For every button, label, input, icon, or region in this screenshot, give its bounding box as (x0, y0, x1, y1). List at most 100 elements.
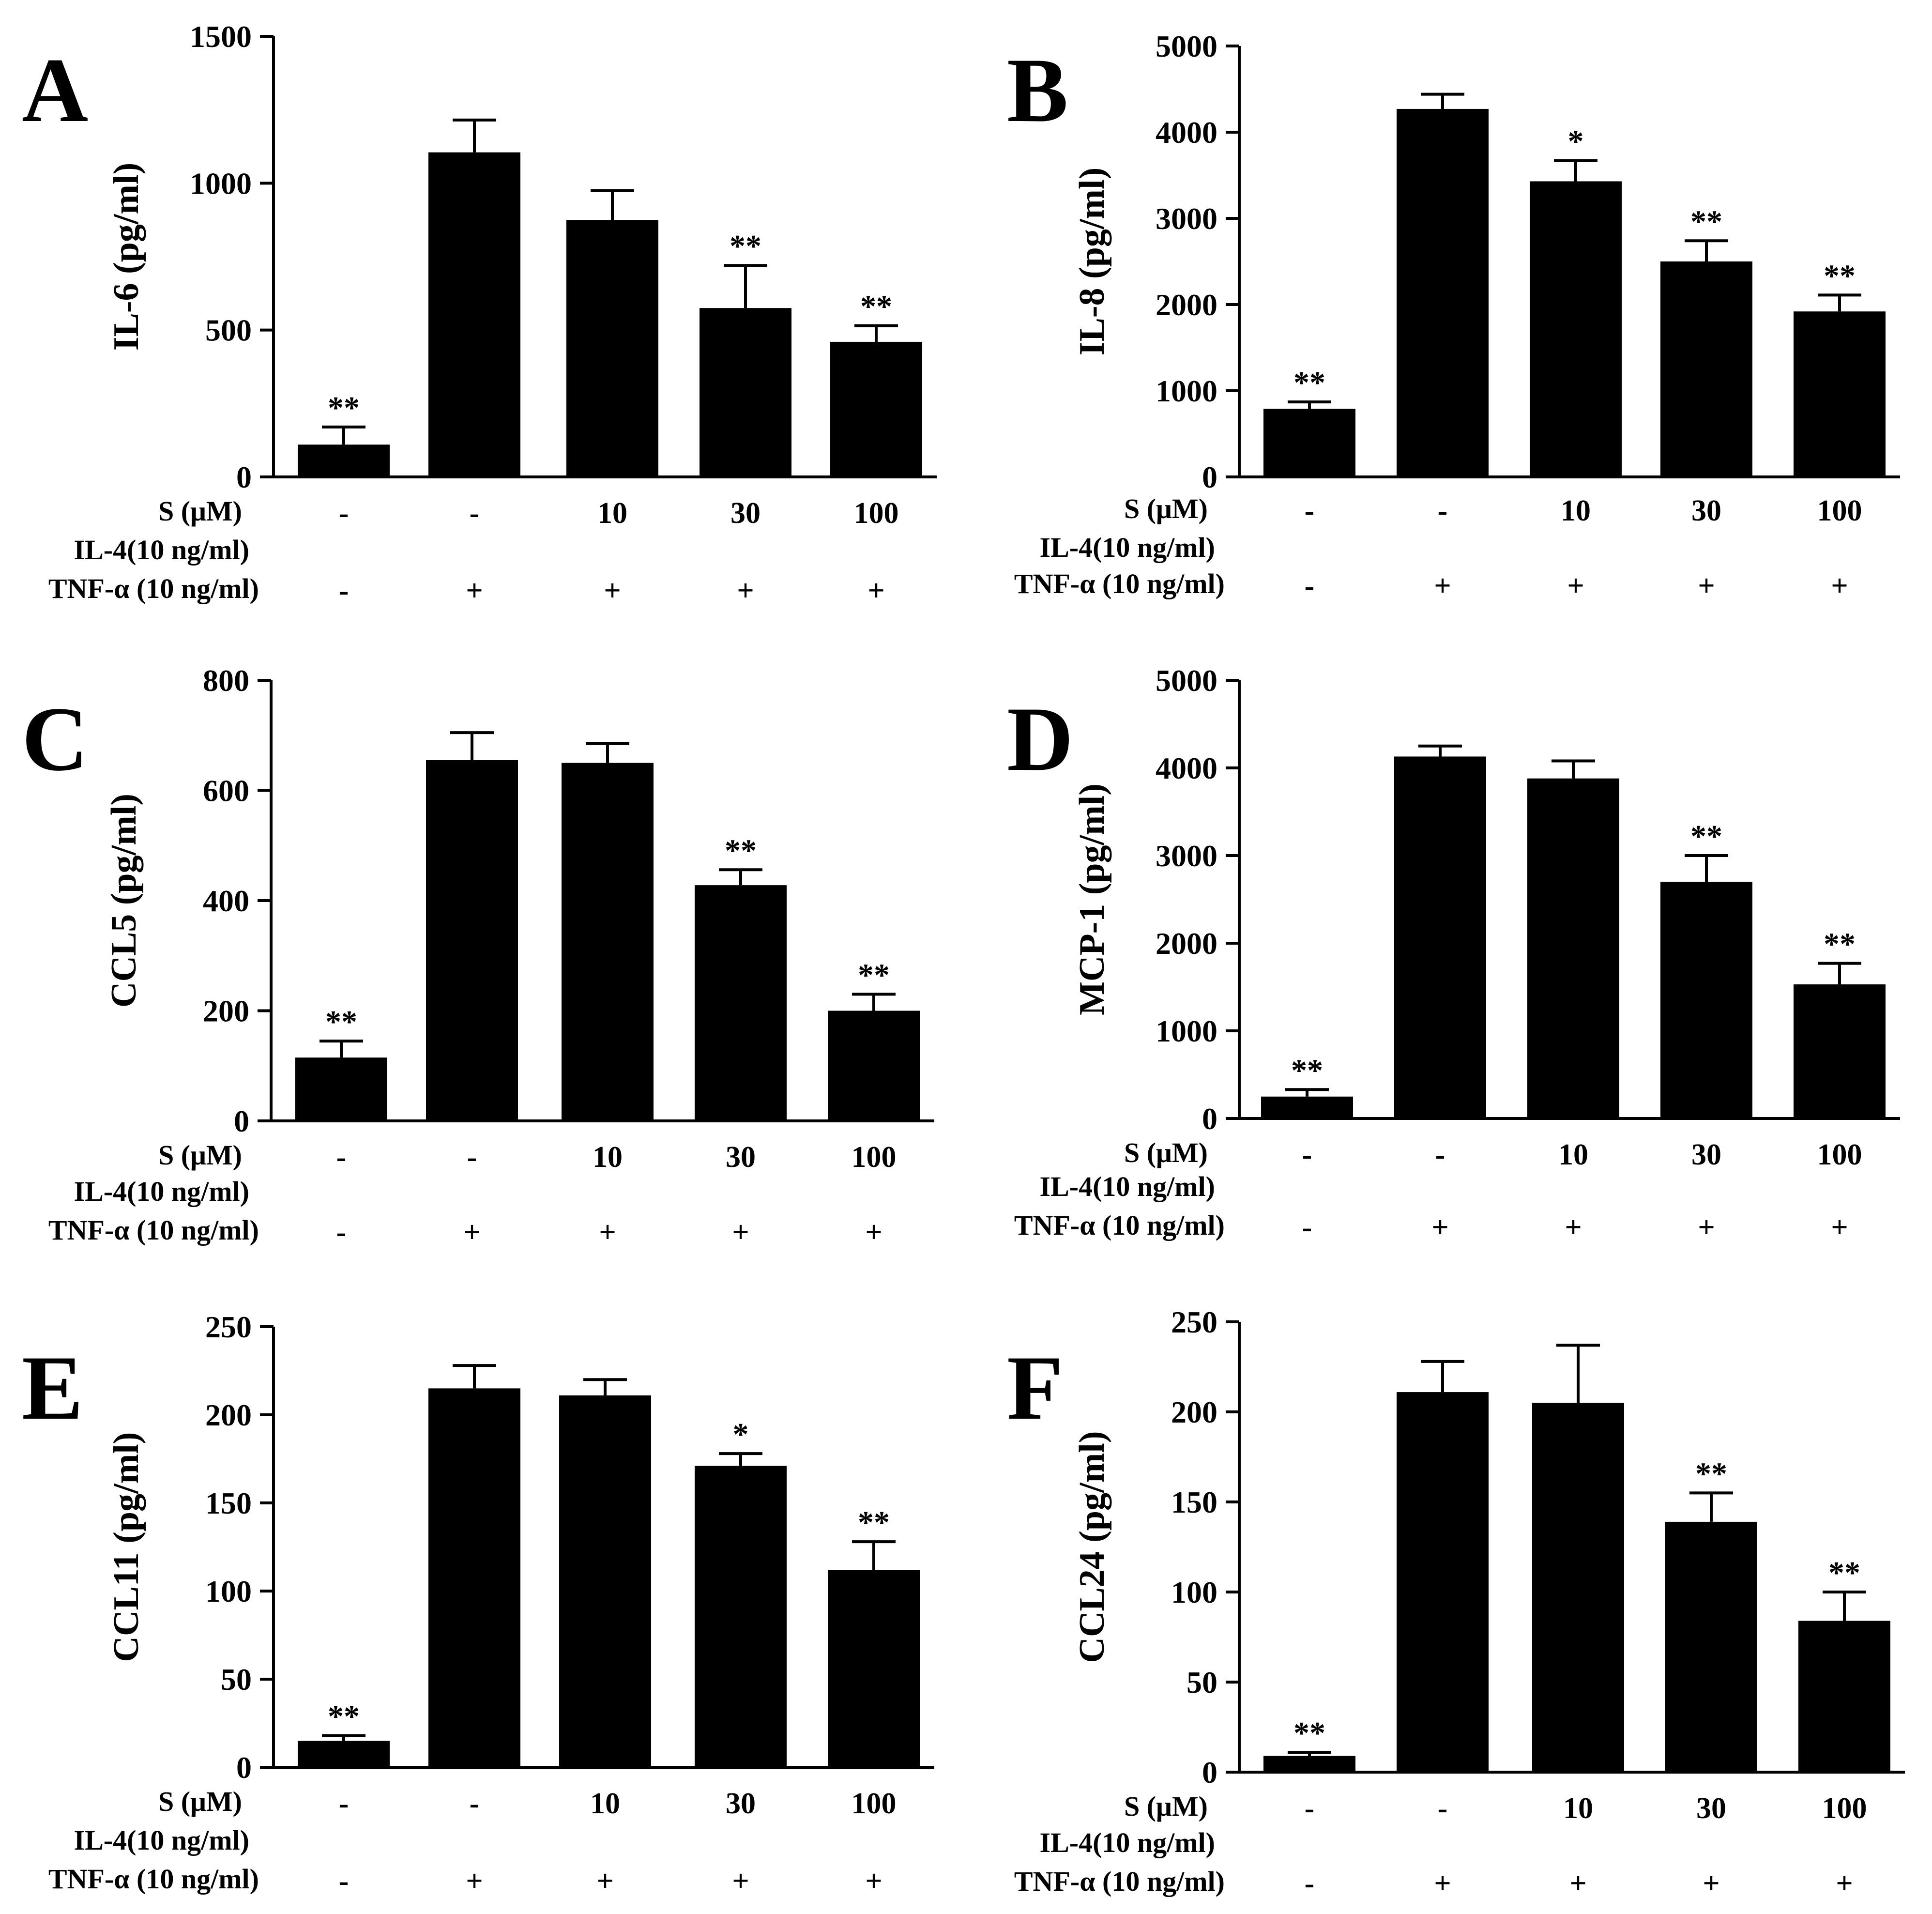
significance-mark: ** (1824, 258, 1856, 293)
s-row-label: S (μM) (1124, 1137, 1208, 1168)
bar (566, 220, 658, 477)
tnf-treatment-label: + (1565, 1211, 1582, 1244)
y-tick-label: 4000 (1156, 751, 1217, 785)
y-tick-label: 150 (1171, 1485, 1217, 1519)
y-tick-label: 400 (203, 884, 249, 918)
s-concentration-label: 10 (597, 497, 627, 530)
s-row-label: S (μM) (158, 1139, 242, 1171)
tnf-row-label: TNF-α (10 ng/ml) (1014, 1866, 1225, 1897)
y-tick-label: 0 (234, 1104, 249, 1138)
tnf-treatment-label: + (865, 1865, 882, 1898)
tnf-treatment-label: + (466, 1865, 483, 1898)
s-concentration-label: 100 (852, 1787, 897, 1820)
chart-panel-d: D 0 1000 2000 3000 4000 5000 MCP-1 (pg/ml) ** - - -… (1007, 663, 1900, 1244)
bar (1794, 984, 1886, 1118)
y-tick-label: 500 (205, 313, 252, 348)
bar (1263, 409, 1355, 477)
s-concentration-label: - (1305, 1792, 1315, 1825)
s-concentration-label: - (470, 1787, 480, 1820)
bar (1660, 882, 1752, 1118)
s-concentration-label: - (1435, 1138, 1445, 1171)
y-tick-label: 100 (1171, 1575, 1217, 1609)
y-tick-label: 0 (236, 1750, 252, 1785)
y-tick-label: 50 (221, 1662, 252, 1697)
bar (426, 760, 518, 1121)
y-axis-title: IL-8 (pg/ml) (1072, 168, 1112, 356)
il4-row-label: IL-4(10 ng/ml) (74, 1176, 250, 1207)
il4-row-label: IL-4(10 ng/ml) (1040, 1171, 1216, 1202)
tnf-treatment-label: + (1831, 569, 1848, 602)
significance-mark: ** (1695, 1456, 1727, 1491)
tnf-treatment-label: + (1434, 569, 1451, 602)
significance-mark: ** (1690, 204, 1722, 239)
tnf-treatment-label: - (1302, 1211, 1312, 1244)
panel-letter: E (22, 1337, 83, 1439)
y-axis-title: CCL5 (pg/ml) (104, 794, 144, 1008)
y-tick-label: 5000 (1156, 663, 1217, 698)
bar (1794, 311, 1886, 477)
tnf-treatment-label: + (1434, 1867, 1451, 1900)
tnf-treatment-label: + (1698, 1211, 1715, 1244)
y-tick-label: 200 (203, 994, 249, 1028)
tnf-row-label: TNF-α (10 ng/ml) (1014, 568, 1225, 599)
s-concentration-label: - (467, 1141, 477, 1174)
s-concentration-label: 100 (1817, 494, 1862, 527)
y-tick-label: 0 (236, 460, 252, 494)
tnf-treatment-label: + (463, 1216, 480, 1249)
s-concentration-label: 100 (1817, 1138, 1862, 1171)
tnf-treatment-label: + (604, 574, 621, 607)
y-tick-label: 600 (203, 774, 249, 808)
y-tick-label: 4000 (1156, 115, 1217, 150)
y-tick-label: 3000 (1156, 201, 1217, 236)
s-concentration-label: 100 (1822, 1792, 1867, 1825)
bar (830, 341, 922, 477)
tnf-treatment-label: + (737, 574, 754, 607)
y-tick-label: 0 (1202, 460, 1217, 494)
s-row-label: S (μM) (1124, 493, 1208, 524)
s-concentration-label: - (1302, 1138, 1312, 1171)
bar (1530, 181, 1622, 477)
s-concentration-label: 30 (726, 1141, 756, 1174)
panel-letter: C (22, 689, 88, 790)
tnf-treatment-label: + (1831, 1211, 1848, 1244)
tnf-row-label: TNF-α (10 ng/ml) (48, 573, 259, 604)
y-tick-label: 250 (1171, 1305, 1217, 1339)
panel-letter: B (1007, 40, 1068, 141)
significance-mark: ** (1690, 819, 1722, 854)
s-concentration-label: - (339, 1787, 349, 1820)
y-axis-title: IL-6 (pg/ml) (106, 163, 146, 351)
bar (428, 152, 520, 477)
significance-mark: ** (858, 957, 890, 993)
significance-mark: ** (730, 229, 761, 264)
bar (295, 1057, 387, 1121)
significance-mark: ** (858, 1505, 890, 1540)
tnf-treatment-label: - (336, 1216, 347, 1249)
chart-panel-f: F 0 50 100 150 200 250 CCL24 (pg/ml) ** - - - +10 + **… (1007, 1305, 1905, 1900)
chart-panel-b: B 0 1000 2000 3000 4000 5000 IL-8 (pg/ml) ** - - - +… (1007, 29, 1900, 602)
y-tick-label: 800 (203, 663, 249, 698)
il4-row-label: IL-4(10 ng/ml) (74, 534, 250, 566)
y-tick-label: 1500 (190, 19, 252, 54)
bar (1397, 108, 1489, 477)
y-tick-label: 50 (1187, 1665, 1217, 1700)
chart-panel-c: C 0 200 400 600 800 CCL5 (pg/ml) ** - - - +10 + ** 30 +… (22, 663, 934, 1249)
chart-panel-a: A 0 500 1000 1500 IL-6 (pg/ml) ** - - - +10 + ** 30 + *… (22, 19, 937, 607)
y-axis-title: CCL24 (pg/ml) (1072, 1431, 1112, 1663)
tnf-row-label: TNF-α (10 ng/ml) (1014, 1210, 1225, 1241)
s-concentration-label: - (1305, 494, 1315, 527)
tnf-treatment-label: + (596, 1865, 613, 1898)
il4-row-label: IL-4(10 ng/ml) (1040, 1827, 1216, 1858)
tnf-treatment-label: + (1698, 569, 1715, 602)
y-tick-label: 150 (205, 1486, 252, 1520)
s-concentration-label: - (339, 497, 349, 530)
bar (428, 1388, 520, 1767)
tnf-treatment-label: + (1569, 1867, 1586, 1900)
y-tick-label: 200 (1171, 1395, 1217, 1429)
significance-mark: ** (325, 1004, 357, 1040)
bar (1394, 756, 1486, 1118)
s-row-label: S (μM) (1124, 1791, 1208, 1822)
significance-mark: ** (725, 833, 757, 868)
chart-panel-e: E 0 50 100 150 200 250 CCL11 (pg/ml) ** - - - +10 + * 3… (22, 1310, 934, 1898)
s-concentration-label: 30 (726, 1787, 756, 1820)
